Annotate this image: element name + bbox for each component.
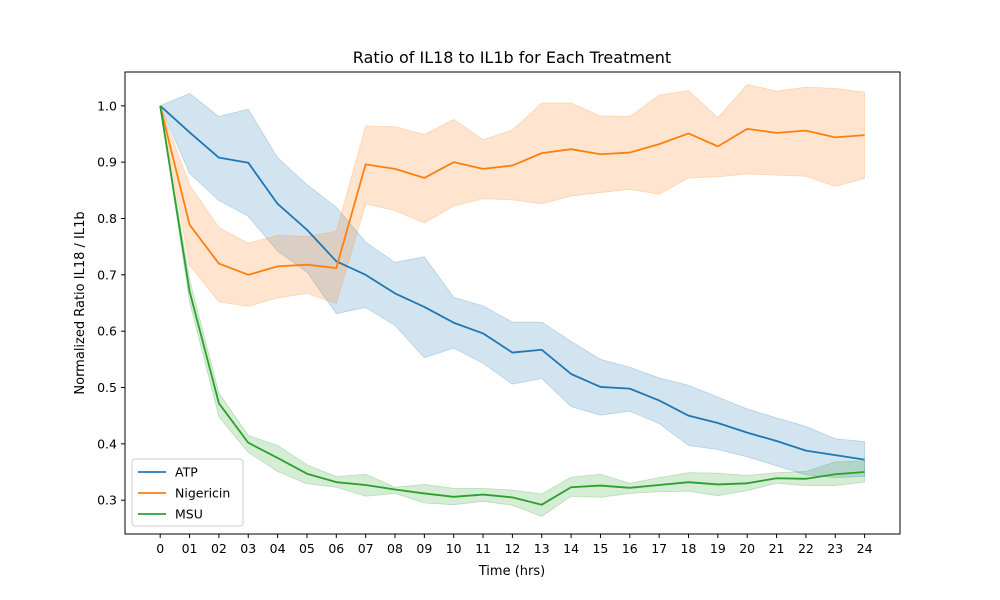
y-tick-label: 0.4 [97, 436, 117, 451]
y-axis-ticks: 0.3 0.4 0.5 0.6 0.7 0.8 0.9 1.0 [97, 98, 125, 508]
y-tick-label: 0.5 [97, 380, 117, 395]
y-tick-label: 0.6 [97, 324, 117, 339]
msu-ci-band [159, 105, 865, 517]
x-tick-label: 24 [857, 541, 873, 556]
series-lines [159, 105, 865, 506]
x-tick-label: 07 [358, 541, 374, 556]
y-tick-label: 0.7 [97, 267, 117, 282]
x-tick-label: 01 [182, 541, 198, 556]
x-tick-label: 0 [156, 541, 164, 556]
y-tick-label: 0.9 [97, 155, 117, 170]
y-tick-label: 0.3 [97, 493, 117, 508]
x-tick-label: 23 [827, 541, 843, 556]
x-tick-label: 06 [328, 541, 344, 556]
atp-series-line [159, 105, 865, 461]
chart-title: Ratio of IL18 to IL1b for Each Treatment [353, 48, 671, 67]
x-tick-label: 03 [240, 541, 256, 556]
x-axis-label: Time (hrs) [478, 564, 545, 579]
x-tick-label: 02 [211, 541, 227, 556]
x-tick-label: 18 [681, 541, 697, 556]
nigericin-series-line [159, 105, 865, 276]
y-tick-label: 1.0 [97, 98, 117, 113]
atp-legend-label: ATP [175, 465, 198, 480]
x-tick-label: 08 [387, 541, 403, 556]
legend: ATP Nigericin MSU [131, 458, 244, 527]
x-tick-label: 10 [446, 541, 462, 556]
nigericin-legend-label: Nigericin [175, 486, 230, 501]
x-tick-label: 11 [475, 541, 491, 556]
x-tick-label: 12 [504, 541, 520, 556]
x-tick-label: 13 [534, 541, 550, 556]
y-axis-label: Normalized Ratio IL18 / IL1b [73, 211, 88, 394]
x-tick-label: 19 [710, 541, 726, 556]
x-tick-label: 09 [416, 541, 432, 556]
x-tick-label: 05 [299, 541, 315, 556]
msu-series-line [159, 105, 865, 506]
x-tick-label: 16 [622, 541, 638, 556]
x-tick-label: 17 [651, 541, 667, 556]
x-tick-label: 22 [798, 541, 814, 556]
x-axis-ticks: 0 01 02 03 04 05 06 07 08 09 10 11 12 13 14 15 16 17 18 19 2… [156, 534, 873, 556]
x-tick-label: 21 [769, 541, 785, 556]
x-tick-label: 04 [270, 541, 286, 556]
msu-legend-label: MSU [175, 507, 203, 522]
x-tick-label: 14 [563, 541, 579, 556]
x-tick-label: 15 [592, 541, 608, 556]
x-tick-label: 20 [739, 541, 755, 556]
y-tick-label: 0.8 [97, 211, 117, 226]
legend-box [131, 458, 244, 527]
